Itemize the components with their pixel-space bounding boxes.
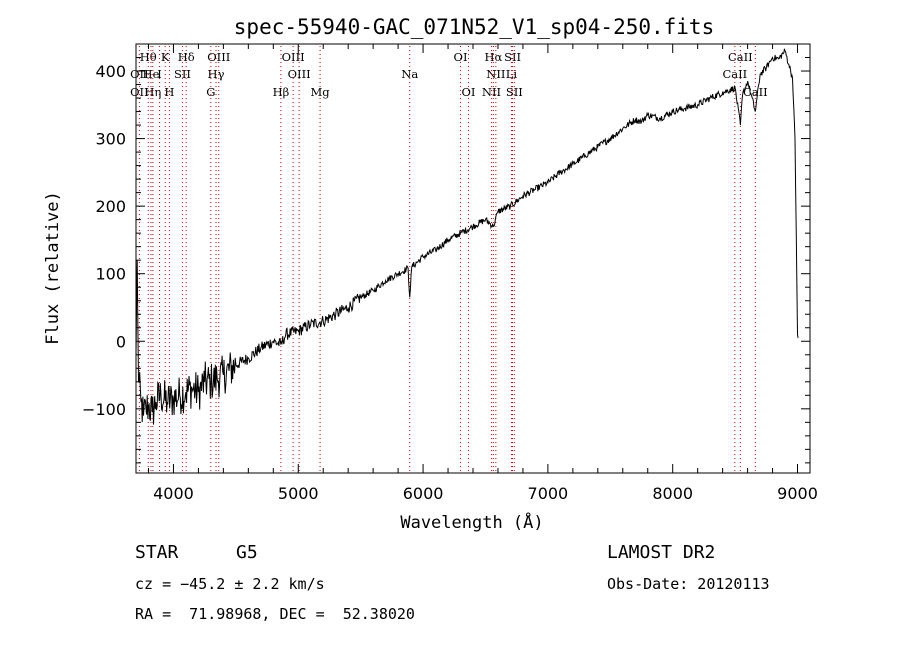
- line-marker-label: Hα: [484, 50, 502, 64]
- line-marker-label: OIII: [282, 50, 305, 64]
- line-marker-label: Hγ: [208, 67, 225, 81]
- x-tick-label: 5000: [278, 484, 319, 503]
- x-tick-label: 6000: [403, 484, 444, 503]
- redshift-text: cz = −45.2 ± 2.2 km/s: [135, 575, 325, 593]
- line-marker-label: Li: [506, 67, 518, 81]
- x-tick-label: 4000: [153, 484, 194, 503]
- line-marker-label: CaII: [728, 50, 753, 64]
- spectral-subclass: G5: [236, 542, 258, 563]
- y-axis-label: Flux (relative): [43, 191, 63, 345]
- x-axis-label: Wavelength (Å): [400, 511, 543, 533]
- x-tick-label: 8000: [652, 484, 693, 503]
- y-tick-label: 200: [95, 197, 126, 216]
- line-marker-label: NII: [486, 67, 505, 81]
- line-marker-label: G: [206, 85, 215, 99]
- line-marker-label: Mg: [311, 85, 331, 99]
- line-marker-label: SII: [506, 85, 523, 99]
- y-tick-label: −100: [82, 400, 126, 419]
- coordinates: RA = 71.98968, DEC = 52.38020: [135, 605, 415, 623]
- line-marker-label: I: [157, 67, 162, 81]
- chart-title: spec-55940-GAC_071N52_V1_sp04-250.fits: [234, 15, 714, 39]
- line-marker-label: OII: [130, 85, 149, 99]
- object-type: STAR: [135, 542, 179, 563]
- line-marker-label: OIII: [207, 50, 230, 64]
- line-marker-label: OII: [130, 67, 149, 81]
- line-marker-label: NII: [482, 85, 501, 99]
- line-marker-label: K: [161, 50, 170, 64]
- line-marker-label: Hδ: [178, 50, 195, 64]
- line-marker-label: H: [164, 85, 174, 99]
- x-tick-label: 9000: [777, 484, 818, 503]
- line-marker-label: SII: [504, 50, 521, 64]
- y-tick-label: 0: [116, 332, 126, 351]
- line-marker-label: Hβ: [273, 85, 290, 99]
- line-marker-label: SII: [174, 67, 191, 81]
- y-tick-label: 100: [95, 265, 126, 284]
- line-marker-label: He: [143, 67, 160, 81]
- line-marker-label: CaII: [743, 85, 768, 99]
- line-marker-label: Na: [401, 67, 418, 81]
- line-marker-label: Hη: [144, 85, 161, 99]
- x-tick-label: 7000: [528, 484, 569, 503]
- line-marker-label: Hθ: [140, 50, 157, 64]
- line-marker-label: OI: [454, 50, 468, 64]
- line-marker-label: CaII: [722, 67, 747, 81]
- line-marker-label: OIII: [288, 67, 311, 81]
- spectrum-line: [135, 48, 799, 425]
- tick-labels: 4000 5000 6000 7000 8000 9000 −100 0 100 200 300 40…: [82, 62, 818, 503]
- survey-name: LAMOST DR2: [607, 542, 716, 563]
- obs-date: Obs-Date: 20120113: [607, 575, 770, 593]
- plot-frame: [135, 43, 811, 474]
- plot-axes: [135, 43, 811, 474]
- line-marker-label: OI: [462, 85, 476, 99]
- y-tick-label: 400: [95, 62, 126, 81]
- y-tick-label: 300: [95, 130, 126, 149]
